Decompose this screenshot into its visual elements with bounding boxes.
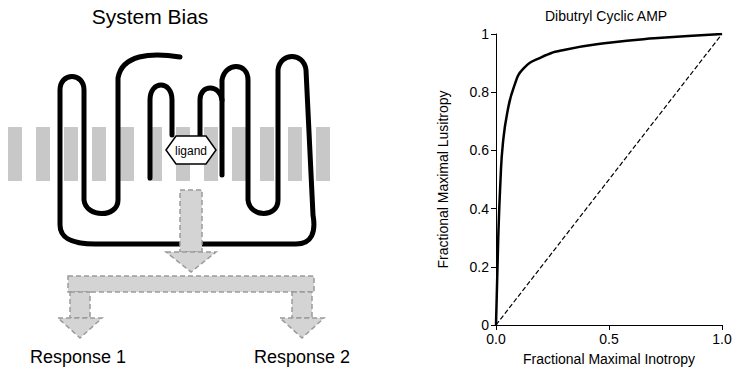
svg-text:0.0: 0.0 [486,331,506,347]
svg-text:ligand: ligand [175,144,207,158]
svg-text:0.4: 0.4 [470,201,490,217]
svg-text:1.0: 1.0 [712,331,732,347]
svg-text:Fractional Maximal Inotropy: Fractional Maximal Inotropy [523,351,695,367]
svg-text:0.6: 0.6 [470,142,490,158]
svg-text:Fractional Maximal Lusitropy: Fractional Maximal Lusitropy [435,90,451,268]
svg-text:0.2: 0.2 [470,259,490,275]
svg-text:Response 1: Response 1 [30,347,126,367]
svg-text:Response 2: Response 2 [254,347,350,367]
svg-text:0: 0 [481,317,489,333]
svg-text:0.8: 0.8 [470,84,490,100]
svg-text:Dibutryl Cyclic AMP: Dibutryl Cyclic AMP [545,8,667,24]
svg-text:1: 1 [481,26,489,42]
svg-text:System Bias: System Bias [92,5,209,28]
svg-text:0.5: 0.5 [599,331,619,347]
